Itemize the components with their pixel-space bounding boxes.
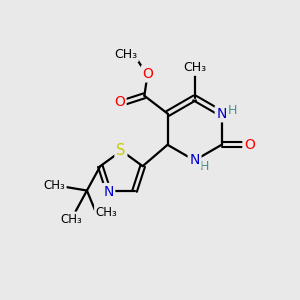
Text: CH₃: CH₃ — [114, 48, 137, 61]
Text: CH₃: CH₃ — [60, 213, 82, 226]
Text: H: H — [200, 160, 209, 173]
Text: N: N — [103, 185, 114, 199]
Text: O: O — [114, 95, 125, 109]
Text: N: N — [189, 153, 200, 167]
Text: CH₃: CH₃ — [96, 206, 117, 219]
Text: H: H — [228, 103, 238, 116]
Text: O: O — [142, 67, 153, 81]
Text: CH₃: CH₃ — [43, 179, 65, 192]
Text: CH₃: CH₃ — [184, 61, 207, 74]
Text: O: O — [244, 138, 255, 152]
Text: S: S — [116, 142, 126, 158]
Text: N: N — [216, 106, 227, 121]
